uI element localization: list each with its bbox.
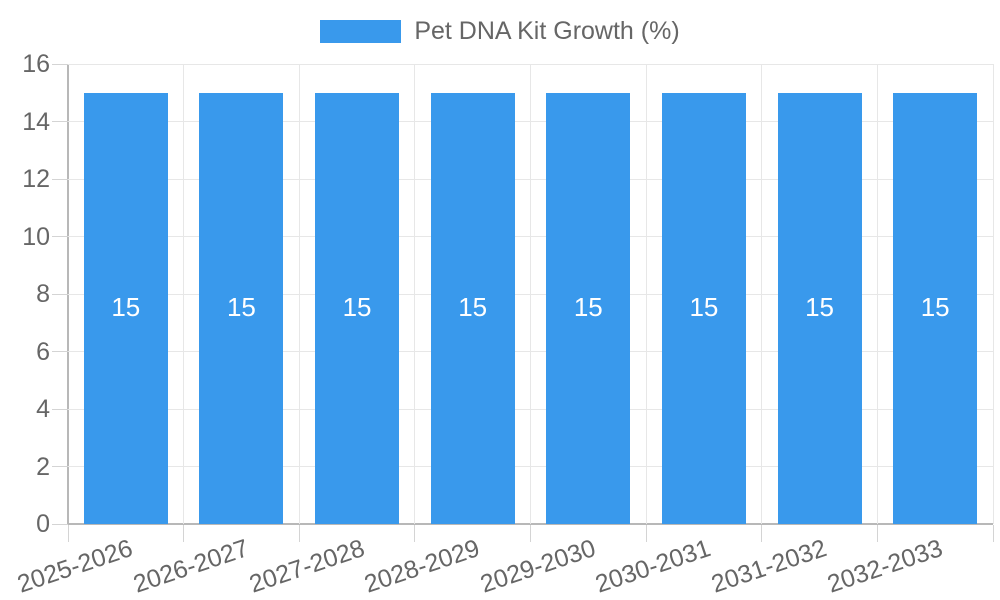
y-tick-label: 0 [36,510,50,538]
x-tick-label: 2025-2026 [14,534,137,599]
x-tick-label: 2032-2033 [823,534,946,599]
y-tick-label: 16 [22,50,50,78]
x-tick-mark [761,525,763,542]
y-tick-label: 10 [22,222,50,251]
v-gridline [183,64,185,524]
bar-value-label: 15 [342,292,372,323]
x-tick-label: 2030-2031 [592,534,715,599]
y-tick-label: 14 [22,107,50,136]
y-tick-mark [52,236,68,237]
x-tick-mark [183,525,185,542]
y-tick-mark [52,121,68,122]
x-tick-label: 2028-2029 [360,534,484,599]
y-tick-label: 6 [36,337,50,366]
x-tick-label: 2026-2027 [129,534,253,599]
x-tick-mark [414,525,416,542]
v-gridline [530,64,531,524]
bar-value-label: 15 [573,292,603,323]
plot-area: 0 2 4 6 8 10 12 14 16 15 15 15 15 15 15 15 15 2025-2026 20… [14,51,994,599]
y-tick-mark [52,351,68,352]
bar-value-label: 15 [226,292,256,323]
x-tick-mark [876,525,878,542]
bar[interactable]: 15 [661,92,746,524]
bar[interactable]: 15 [430,92,515,524]
bar-value-label: 15 [689,292,719,323]
x-tick-mark [530,525,531,542]
bar[interactable]: 15 [893,92,978,524]
v-gridline [761,64,763,524]
x-tick-mark [298,525,300,542]
v-gridline [298,64,300,524]
bar-value-label: 15 [805,292,835,323]
x-tick-mark [645,525,647,542]
x-axis-line [68,523,993,525]
bar-value-label: 15 [920,292,950,323]
legend-swatch [320,19,402,43]
x-tick-mark [992,525,994,542]
x-tick-mark [67,525,69,542]
y-tick-mark [52,523,68,525]
y-tick-label: 4 [36,395,50,423]
bar[interactable]: 15 [199,92,284,524]
v-gridline [876,64,878,524]
bar[interactable]: 15 [83,92,168,524]
v-gridline [414,64,416,524]
bar[interactable]: 15 [777,92,862,524]
legend-item[interactable]: Pet DNA Kit Growth (%) [0,17,1000,45]
legend-label: Pet DNA Kit Growth (%) [414,16,680,45]
y-tick-mark [52,63,68,65]
y-tick-mark [52,466,68,467]
y-tick-mark [52,293,68,295]
v-gridline [645,64,647,524]
bar[interactable]: 15 [546,92,631,524]
x-tick-label: 2029-2030 [476,534,599,599]
y-tick-mark [52,408,68,410]
v-gridline [992,64,994,524]
bar[interactable]: 15 [315,92,400,524]
y-tick-label: 8 [36,280,50,308]
y-tick-label: 2 [36,452,50,481]
bar-value-label: 15 [111,292,141,323]
y-tick-label: 12 [22,165,50,193]
y-tick-mark [52,178,68,180]
bar-value-label: 15 [458,292,488,323]
x-tick-label: 2027-2028 [245,534,368,599]
x-tick-label: 2031-2032 [707,534,831,599]
